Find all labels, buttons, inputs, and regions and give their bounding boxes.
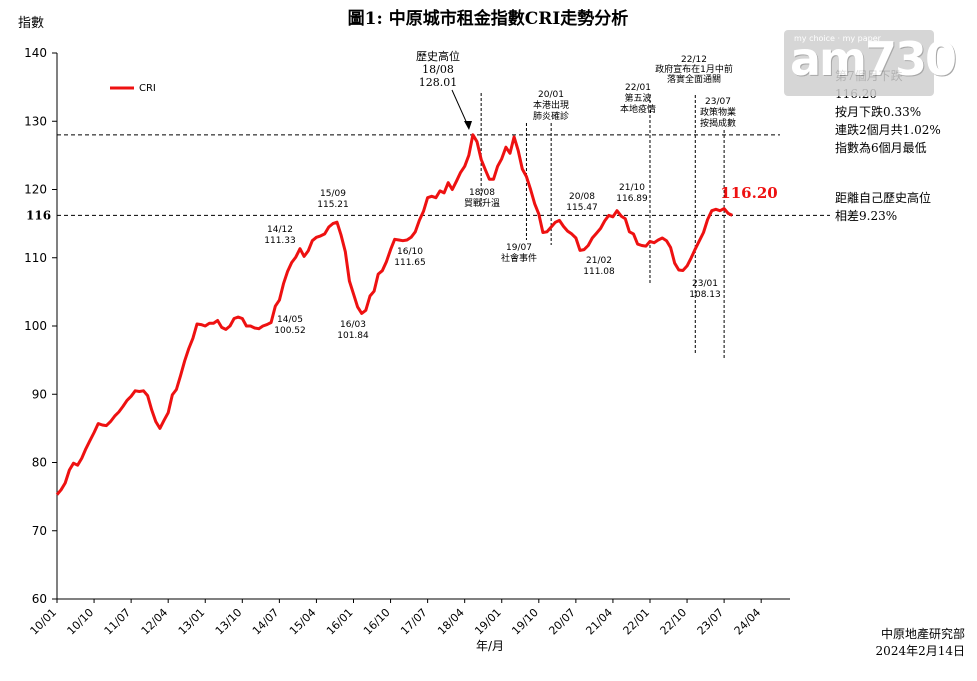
y-tick-label: 80 [32,456,47,470]
x-tick-label: 16/10 [361,606,393,638]
annotation-reopening: 22/12 政府宣布在1月中前落實全面通關 [655,55,733,85]
x-tick-label: 22/01 [621,606,653,638]
annotation-1405: 14/05 100.52 [274,315,306,336]
annotation-2008: 20/08 115.47 [566,192,598,213]
x-tick-label: 20/07 [546,606,578,638]
annotation-trade-war: 18/08 貿戰升溫 [464,188,500,209]
annotation-social-event: 19/07 社會事件 [501,243,537,264]
series-line-cri [55,133,733,496]
annotation-1603: 16/03 101.84 [337,320,369,341]
x-tick-label: 11/07 [102,606,134,638]
reference-lines: 116 [26,93,830,358]
y-tick-label: 130 [24,114,47,128]
annotation-2301: 23/01 108.13 [689,279,721,300]
latest-value-label: 116.20 [720,184,777,202]
annotation-fifth-wave: 22/01 第五波本地疫情 [620,83,656,115]
y-tick-label: 70 [32,524,47,538]
x-axis-label: 年/月 [476,639,504,653]
x-tick-label: 19/10 [509,606,541,638]
annotation-1509: 15/09 115.21 [317,189,349,210]
annotation-mortgage-policy: 23/07 政策物業按揭成數 [700,97,736,129]
y-tick-label: 60 [32,592,47,606]
annotation-1610: 16/10 111.65 [394,247,426,268]
peak-arrowhead [464,121,472,130]
x-tick-label: 12/04 [139,606,171,638]
x-tick-label: 22/10 [658,606,690,638]
x-tick-label: 14/07 [250,606,282,638]
ref-116-label: 116 [26,208,51,222]
x-tick-label: 10/01 [28,606,60,638]
x-tick-label: 15/04 [287,606,319,638]
x-tick-label: 21/04 [583,606,615,638]
y-tick-label: 110 [24,251,47,265]
side-note-gap: 距離自己歷史高位相差9.23% [835,190,931,223]
annotation-peak: 歷史高位 18/08 128.01 [416,49,460,89]
source-note: 中原地產研究部 2024年2月14日 [876,626,965,658]
x-tick-label: 13/10 [213,606,245,638]
legend: CRI [110,83,156,94]
annotation-2110: 21/10 116.89 [616,183,648,204]
annotations: 歷史高位 18/08 128.01 18/08 貿戰升溫 19/07 社會事件 20/01 本港… [264,49,965,658]
annotation-covid-first-case: 20/01 本港出現肺炎確診 [533,90,569,122]
x-tick-label: 23/07 [695,606,727,638]
y-tick-label: 120 [24,183,47,197]
x-tick-label: 19/01 [472,606,504,638]
x-tick-label: 13/01 [176,606,208,638]
axes: 60 70 80 90 100 110 120 130 140 10/01 10/10 11/07 12… [24,46,790,653]
annotation-1412: 14/12 111.33 [264,225,296,246]
y-tick-label: 90 [32,387,47,401]
y-tick-label: 140 [24,46,47,60]
am730-watermark: my choice · my paper am730 [784,30,957,96]
x-tick-label: 10/10 [65,606,97,638]
annotation-2102: 21/02 111.08 [583,256,615,277]
x-tick-label: 17/07 [398,606,430,638]
x-tick-label: 16/01 [324,606,356,638]
x-tick-label: 24/04 [732,606,764,638]
y-tick-label: 100 [24,319,47,333]
y-axis-label: 指數 [18,16,44,31]
legend-label-cri: CRI [139,83,156,94]
x-tick-label: 18/04 [435,606,467,638]
watermark-logo-text: am730 [790,32,957,86]
chart-title: 圖1: 中原城市租金指數CRI走勢分析 [348,8,629,29]
watermark-subtext: my choice · my paper [794,34,881,43]
